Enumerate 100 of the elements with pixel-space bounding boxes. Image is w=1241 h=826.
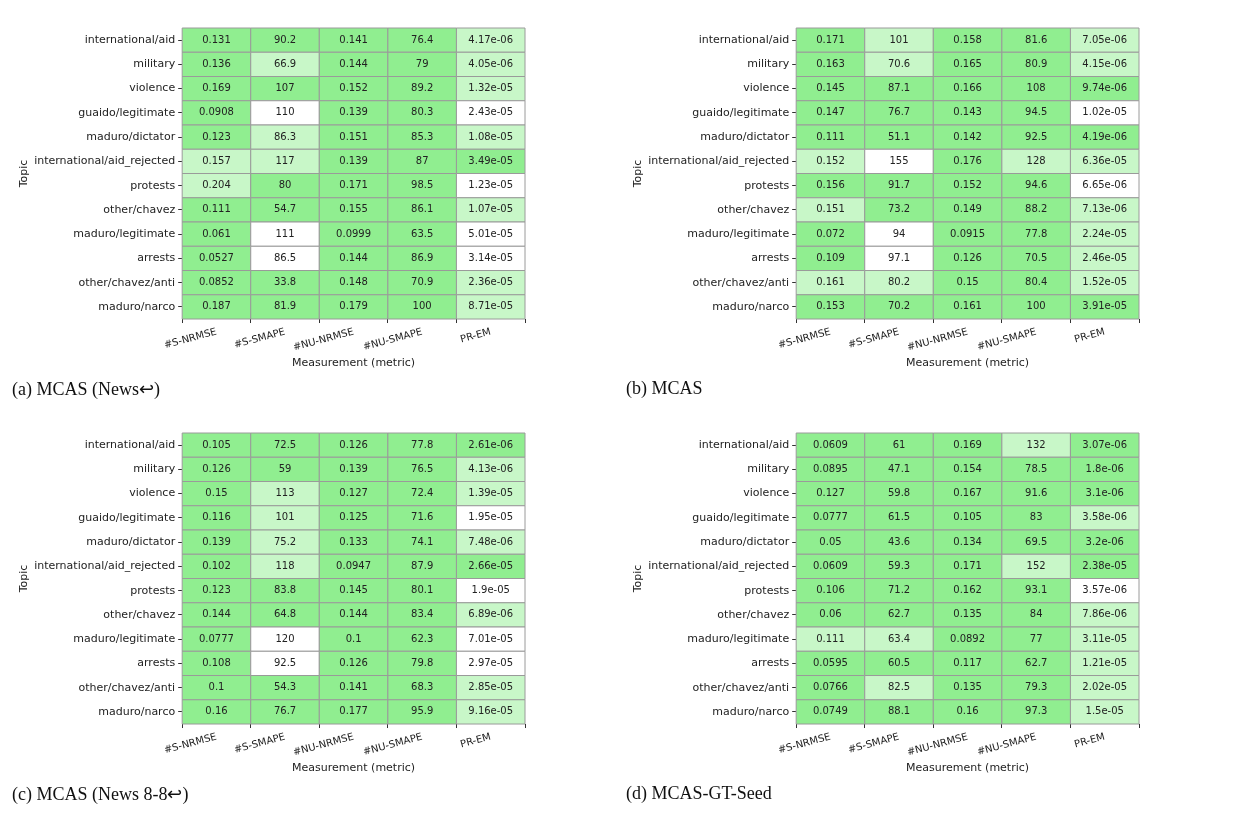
data-label: 5.01e-05 (468, 227, 514, 239)
y-tick-label: other/chavez (103, 202, 176, 216)
data-label: 74.1 (411, 535, 434, 547)
data-label: 60.5 (887, 656, 911, 668)
data-label: 51.1 (887, 130, 911, 142)
data-label: 2.36e-05 (468, 276, 514, 288)
data-label: 64.8 (273, 608, 297, 620)
data-label: 61.5 (887, 511, 911, 523)
data-label: 71.2 (887, 584, 911, 596)
data-label: 82.5 (887, 681, 911, 693)
data-label: 80 (278, 179, 292, 191)
data-label: 88.2 (1025, 203, 1048, 215)
data-label: 6.36e-05 (1082, 154, 1128, 166)
data-label: 3.2e-06 (1085, 535, 1124, 547)
y-tick-label: other/chavez/anti (692, 680, 790, 694)
data-label: 86.1 (411, 203, 434, 215)
data-label: 0.151 (816, 203, 845, 215)
data-label: 77.8 (411, 438, 434, 450)
data-label: 1.23e-05 (468, 179, 514, 191)
data-label: 1.52e-05 (1082, 276, 1128, 288)
data-label: 0.148 (339, 276, 368, 288)
data-label: 0.126 (339, 656, 368, 668)
data-label: 2.66e-05 (468, 559, 514, 571)
y-tick-label: protests (744, 583, 790, 597)
data-label: 0.06 (819, 608, 842, 620)
data-label: 43.6 (887, 535, 911, 547)
data-label: 62.3 (411, 632, 434, 644)
y-tick-label: guaido/legitimate (692, 510, 790, 524)
data-label: 71.6 (411, 511, 434, 523)
data-label: 0.0777 (812, 511, 848, 523)
data-label: 0.0915 (950, 227, 986, 239)
data-label: 83 (1029, 511, 1043, 523)
data-label: 0.154 (953, 462, 982, 474)
y-tick-label: military (747, 57, 790, 71)
data-label: 59 (278, 462, 292, 474)
data-label: 0.111 (816, 632, 845, 644)
data-label: 155 (889, 154, 909, 166)
data-label: 0.123 (202, 130, 231, 142)
y-tick-label: international/aid_rejected (34, 154, 176, 168)
y-tick-label: other/chavez (717, 202, 790, 216)
data-label: 9.16e-05 (468, 705, 514, 717)
data-label: 0.143 (953, 106, 982, 118)
y-tick-label: maduro/dictator (700, 535, 790, 548)
data-label: 0.171 (953, 559, 982, 571)
y-tick-label: violence (743, 486, 790, 500)
data-label: 1.21e-05 (1082, 656, 1128, 668)
x-tick-label: PR-EM (1072, 325, 1106, 345)
text: (b) MCAS (625, 378, 704, 399)
data-label: 4.15e-06 (1082, 57, 1128, 69)
data-label: 0.0609 (812, 559, 848, 571)
data-label: 54.3 (273, 681, 297, 693)
data-label: 0.105 (202, 438, 231, 450)
data-label: 0.0777 (198, 632, 234, 644)
data-label: 90.2 (273, 33, 297, 45)
data-label: 2.97e-05 (468, 656, 514, 668)
data-label: 1.02e-05 (1082, 106, 1128, 118)
data-label: 152 (1026, 559, 1046, 571)
y-tick-label: military (747, 462, 790, 476)
data-label: 0.165 (953, 57, 982, 69)
data-label: 2.61e-06 (468, 438, 514, 450)
data-label: 1.32e-05 (468, 82, 514, 94)
data-label: 77 (1029, 632, 1043, 644)
data-label: 0.144 (339, 251, 368, 263)
data-label: 0.1 (208, 681, 225, 693)
data-label: 59.3 (887, 559, 911, 571)
data-label: 3.11e-05 (1082, 632, 1128, 644)
data-label: 0.152 (953, 179, 982, 191)
data-label: 0.126 (202, 462, 231, 474)
data-label: 0.134 (953, 535, 982, 547)
data-label: 76.7 (273, 705, 297, 717)
data-label: 86.9 (411, 251, 434, 263)
data-label: 0.0766 (812, 681, 848, 693)
data-label: 0.171 (816, 33, 845, 45)
data-label: 0.0947 (336, 559, 372, 571)
data-label: 2.38e-05 (1082, 559, 1128, 571)
text: (d) MCAS-GT-Seed (625, 783, 773, 804)
data-label: 101 (889, 33, 909, 45)
data-label: 0.139 (339, 154, 368, 166)
data-label: 0.161 (953, 300, 982, 312)
data-label: 0.108 (202, 656, 231, 668)
data-label: 0.166 (953, 82, 982, 94)
data-label: 9.74e-06 (1082, 82, 1128, 94)
y-tick-label: maduro/dictator (700, 130, 790, 143)
data-label: 0.0595 (812, 656, 848, 668)
data-label: 0.126 (953, 251, 982, 263)
data-label: 120 (275, 632, 295, 644)
data-label: 0.0527 (198, 251, 234, 263)
data-label: 69.5 (1025, 535, 1048, 547)
x-tick-label: PR-EM (458, 730, 492, 750)
y-tick-label: guaido/legitimate (692, 105, 790, 119)
data-label: 100 (412, 300, 432, 312)
data-label: 0.204 (202, 179, 231, 191)
data-label: 95.9 (411, 705, 434, 717)
x-axis-title: Measurement (metric) (906, 761, 1030, 775)
data-label: 0.155 (339, 203, 368, 215)
data-label: 80.2 (887, 276, 911, 288)
y-tick-label: maduro/dictator (86, 130, 176, 143)
data-label: 1.39e-05 (468, 487, 514, 499)
data-label: 0.139 (202, 535, 231, 547)
data-label: 81.9 (273, 300, 297, 312)
